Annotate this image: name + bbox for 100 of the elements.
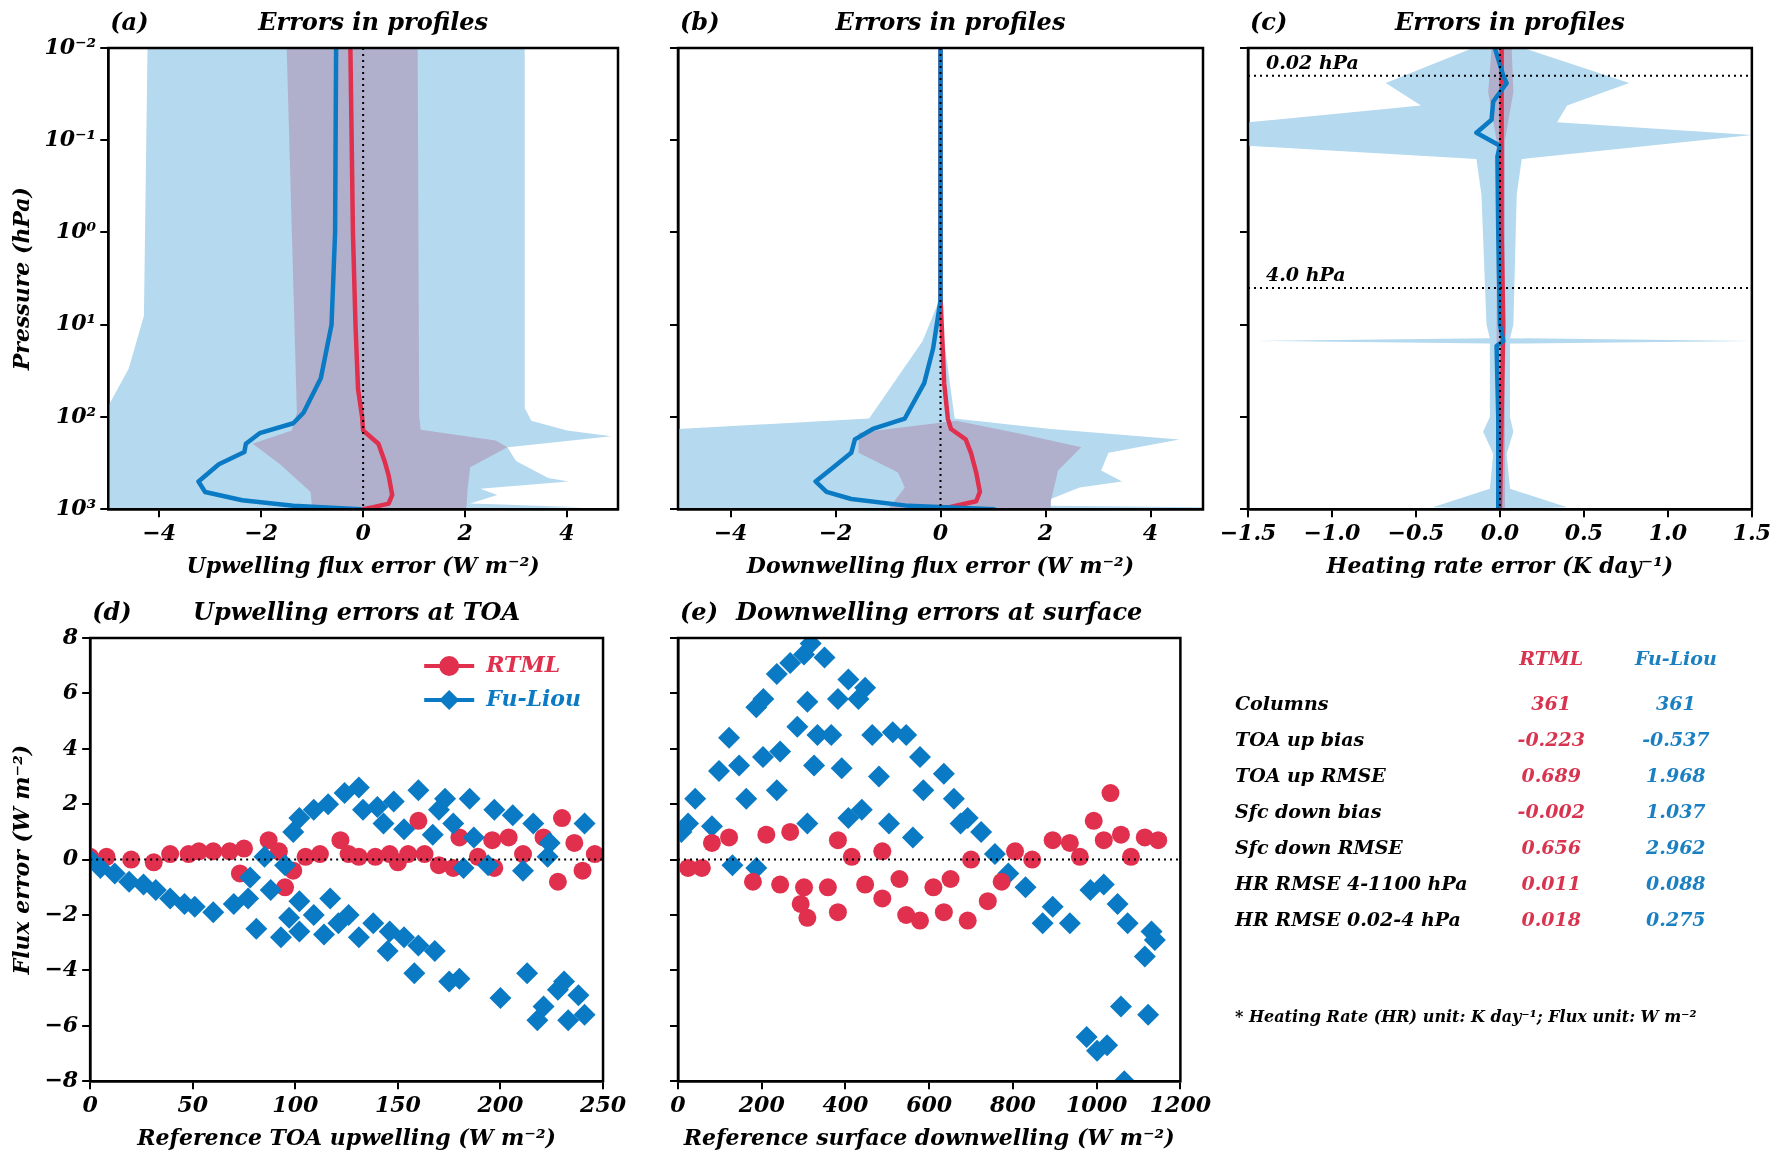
x-tick-label: −0.5 — [1387, 519, 1445, 546]
x-tick-label: −1.0 — [1303, 519, 1362, 546]
point — [499, 828, 518, 847]
category-label: HR RMSE 0.02-4 hPa — [1235, 907, 1462, 932]
point — [720, 828, 739, 847]
x-tick-label: 4 — [559, 519, 575, 546]
point — [235, 839, 254, 858]
point — [144, 853, 163, 872]
point — [828, 903, 847, 922]
x-tick-label: 0.0 — [1480, 519, 1520, 546]
y-tick-label: −4 — [44, 955, 79, 982]
data-label: -0.223 — [1516, 727, 1586, 752]
point — [122, 850, 141, 869]
point — [791, 894, 810, 913]
point — [1111, 825, 1130, 844]
data-label: 361 — [1530, 691, 1573, 716]
legend-label: Fu-Liou — [1633, 646, 1718, 671]
point — [828, 831, 847, 850]
point — [958, 911, 977, 930]
text: (c) — [1250, 7, 1288, 37]
ref-line-label: 0.02 hPa — [1266, 51, 1359, 74]
y-axis-title: Pressure (hPa) — [7, 187, 34, 372]
data-label: 0.689 — [1520, 763, 1582, 788]
point — [310, 845, 329, 864]
chart-title: Errors in profiles — [257, 7, 489, 37]
x-tick-label: −1.5 — [1219, 519, 1277, 546]
data-label: 361 — [1655, 691, 1697, 716]
legend-label: Fu-Liou — [485, 684, 582, 711]
point — [1023, 850, 1042, 869]
category-label: Sfc down RMSE — [1235, 835, 1404, 860]
y-axis-title: Flux error (W m⁻²) — [7, 744, 34, 976]
point — [743, 872, 762, 891]
ref-line-label: 4.0 hPa — [1266, 263, 1346, 286]
point — [1070, 847, 1089, 866]
point — [331, 831, 350, 850]
x-tick-label: 0 — [355, 519, 372, 546]
category-label: Columns — [1235, 691, 1330, 716]
point — [962, 850, 981, 869]
x-axis-title: Reference TOA upwelling (W m⁻²) — [136, 1123, 556, 1150]
point — [573, 861, 592, 880]
chart-title: Errors in profiles — [834, 7, 1066, 37]
category-label: TOA up bias — [1235, 727, 1366, 752]
point — [1101, 784, 1120, 803]
x-tick-label: 600 — [906, 1091, 953, 1118]
x-tick-label: −2 — [244, 519, 279, 546]
point — [842, 847, 861, 866]
point — [781, 822, 800, 841]
point — [565, 833, 584, 852]
x-tick-label: −2 — [818, 519, 853, 546]
x-tick-label: 200 — [476, 1091, 525, 1118]
y-tick-label: −2 — [44, 899, 79, 926]
point — [409, 811, 428, 830]
point — [873, 889, 892, 908]
text: (b) — [680, 7, 720, 37]
y-tick-label: −8 — [44, 1065, 79, 1092]
y-tick-label: 10⁻¹ — [44, 124, 97, 151]
x-tick-label: −4 — [713, 519, 748, 546]
x-tick-label: 2 — [456, 519, 473, 546]
y-tick-label: 10¹ — [56, 309, 97, 336]
point — [1094, 831, 1113, 850]
chart-title: Upwelling errors at TOA — [193, 597, 521, 627]
point — [890, 869, 909, 888]
y-tick-label: 10³ — [56, 493, 97, 520]
y-tick-label: 10⁻² — [44, 32, 97, 59]
point — [798, 908, 817, 927]
point — [941, 869, 960, 888]
y-tick-label: −6 — [44, 1010, 79, 1037]
point — [757, 825, 776, 844]
x-tick-label: 150 — [374, 1091, 422, 1118]
point — [553, 809, 572, 828]
x-axis-title: Reference surface downwelling (W m⁻²) — [682, 1123, 1175, 1150]
x-tick-label: 50 — [177, 1091, 209, 1118]
point — [1043, 831, 1062, 850]
point — [873, 842, 892, 861]
point — [1060, 833, 1079, 852]
text: (e) — [680, 597, 718, 627]
point — [978, 892, 997, 911]
data-label: 1.968 — [1645, 763, 1707, 788]
y-tick-label: 10² — [56, 401, 97, 428]
point — [1084, 811, 1103, 830]
x-tick-label: 2 — [1036, 519, 1054, 546]
legend-label: RTML — [1518, 646, 1585, 671]
point — [818, 878, 837, 897]
point — [483, 831, 502, 850]
y-tick-label: 8 — [61, 622, 79, 649]
x-axis-title: Downwelling flux error (W m⁻²) — [745, 551, 1135, 578]
data-label: 1.037 — [1645, 799, 1707, 824]
x-tick-label: 0.5 — [1564, 519, 1604, 546]
y-tick-label: 6 — [62, 678, 79, 705]
point — [924, 878, 943, 897]
point — [992, 872, 1011, 891]
point — [514, 845, 533, 864]
point — [399, 845, 418, 864]
chart-title: Downwelling errors at surface — [735, 597, 1143, 627]
x-tick-label: 1200 — [1149, 1091, 1212, 1118]
x-tick-label: −4 — [142, 519, 177, 546]
x-tick-label: 1000 — [1066, 1091, 1128, 1118]
x-axis-title: Upwelling flux error (W m⁻²) — [186, 551, 540, 578]
y-tick-label: 10⁰ — [56, 217, 97, 244]
data-label: 0.275 — [1645, 907, 1707, 932]
